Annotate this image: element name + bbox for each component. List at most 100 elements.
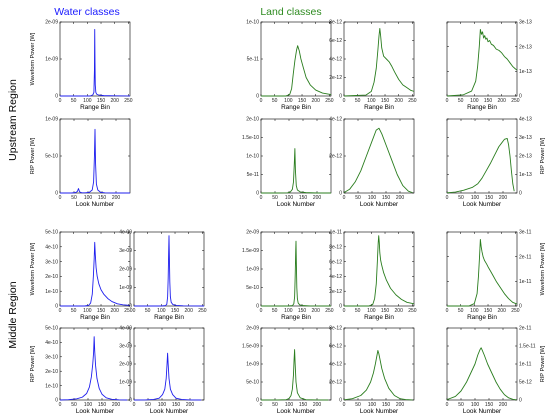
x-axis-label: Range Bin [364, 104, 394, 111]
plot-frame [446, 21, 518, 97]
y-tick-label: 5e-10 [246, 285, 259, 291]
x-tick-label: 150 [484, 98, 493, 104]
y-tick-label: 4e-09 [119, 326, 132, 332]
y-tick-label: 5e-11 [247, 57, 260, 63]
y-tick-label: 0 [519, 191, 522, 197]
series-line-0 [59, 336, 128, 401]
x-tick-label: 100 [471, 402, 480, 408]
x-tick-label: 0 [260, 308, 263, 314]
x-axis-label: Range Bin [154, 314, 184, 321]
x-tick-label: 50 [355, 308, 361, 314]
series-line-0 [261, 240, 332, 307]
y-axis-label: Waveform Power [W] [30, 242, 36, 295]
x-axis-label: Look Number [463, 201, 502, 208]
x-tick-label: 200 [313, 195, 322, 201]
x-axis-label: Look Number [360, 408, 399, 414]
x-tick-label: 150 [98, 195, 107, 201]
y-tick-label: 2e-12 [329, 75, 342, 81]
x-tick-label: 150 [97, 308, 106, 314]
plot-frame [133, 327, 205, 401]
x-tick-label: 100 [367, 98, 376, 104]
x-tick-label: 0 [343, 98, 346, 104]
series-line-0 [343, 28, 415, 97]
x-tick-label: 200 [499, 195, 508, 201]
x-tick-label: 150 [298, 308, 307, 314]
panel-middle-rip-land-4: 0 50 100 150 200 0 2e-12 4e-12 6e-12 8e-12 Look Nu… [329, 326, 415, 414]
y-tick-label: 2e-13 [519, 44, 532, 50]
x-tick-label: 200 [112, 195, 121, 201]
x-tick-label: 250 [408, 308, 417, 314]
y-tick-label: 3e-13 [519, 20, 532, 26]
x-tick-label: 50 [145, 402, 151, 408]
x-tick-label: 200 [111, 98, 120, 104]
plot-frame [446, 231, 518, 307]
x-tick-label: 0 [59, 308, 62, 314]
series-line-0 [60, 241, 131, 307]
panel-middle-rip-land-3: 0 50 100 150 200 0 5e-10 1e-09 1.5e-09 2e-09 Look … [242, 326, 332, 414]
x-tick-label: 0 [446, 308, 449, 314]
y-tick-label: 1e-09 [246, 362, 259, 368]
x-tick-label: 150 [381, 308, 390, 314]
panel-upstream-rip-water-1: 0 50 100 150 200 0 5e-10 1e-09 Look Number RIP Po… [30, 117, 131, 208]
y-tick-label: 0 [339, 398, 342, 404]
x-tick-label: 50 [272, 195, 278, 201]
y-tick-label: 1e-11 [519, 362, 532, 368]
x-tick-label: 250 [325, 308, 334, 314]
x-tick-label: 0 [446, 195, 449, 201]
middle-region-label: Middle Region [7, 281, 19, 348]
plot-frame [260, 21, 332, 97]
plot-frame [446, 118, 518, 194]
x-tick-label: 0 [446, 98, 449, 104]
y-tick-label: 3e-11 [519, 230, 532, 236]
y-tick-label: 1e-11 [330, 230, 343, 236]
panel-upstream-rip-land-5: 0 50 100 150 200 0 1e-13 2e-13 3e-13 4e-13 Look Nu… [446, 117, 546, 208]
x-tick-label: 150 [381, 98, 390, 104]
x-tick-label: 150 [299, 402, 308, 408]
y-tick-label: 1.5e-09 [242, 344, 259, 350]
y-tick-label: 0 [339, 94, 342, 100]
panel-upstream-rip-land-4: 0 50 100 150 200 0 2e-12 4e-12 Look Number [329, 117, 415, 208]
y-tick-label: 6e-12 [329, 344, 342, 350]
upstream-region-label: Upstream Region [7, 79, 19, 161]
y-tick-label: 2e-12 [329, 380, 342, 386]
x-tick-label: 100 [157, 308, 166, 314]
water-classes-title: Water classes [54, 6, 120, 18]
y-tick-label: 5e-11 [247, 172, 260, 178]
y-tick-label: 2e-09 [119, 267, 132, 273]
x-tick-label: 200 [395, 308, 404, 314]
x-tick-label: 150 [484, 308, 493, 314]
panel-middle-waveform-land-3: 0 50 100 150 200 250 0 5e-10 1e-09 1.5e-09 2e-09 Ra… [242, 230, 334, 321]
y-tick-label: 0 [256, 398, 259, 404]
series-line-0 [447, 238, 518, 307]
y-tick-label: 4e-10 [45, 245, 58, 251]
y-tick-label: 2e-09 [45, 20, 58, 26]
y-tick-label: 2e-10 [45, 274, 58, 280]
y-tick-label: 6e-12 [329, 38, 342, 44]
panel-upstream-waveform-land-4: 0 50 100 150 200 250 0 2e-12 4e-12 6e-12 8e-12 Rang… [329, 20, 417, 111]
series-line-0 [446, 137, 515, 194]
y-tick-label: 1e-13 [519, 172, 532, 178]
x-tick-label: 0 [260, 98, 263, 104]
x-tick-label: 200 [499, 402, 508, 408]
x-tick-label: 0 [260, 402, 263, 408]
x-tick-label: 250 [511, 98, 520, 104]
y-tick-label: 0 [256, 94, 259, 100]
y-tick-label: 1e-11 [519, 279, 532, 285]
y-tick-label: 5e-10 [45, 230, 58, 236]
x-tick-label: 100 [84, 402, 93, 408]
x-tick-label: 200 [498, 308, 507, 314]
x-tick-label: 100 [285, 195, 294, 201]
x-tick-label: 50 [71, 402, 77, 408]
y-tick-label: 3e-10 [45, 259, 58, 265]
plot-frame [260, 327, 332, 401]
plot-frame [343, 118, 415, 194]
x-axis-label: Look Number [360, 201, 399, 208]
x-tick-label: 50 [355, 195, 361, 201]
y-tick-label: 1e-09 [45, 57, 58, 63]
series-line-0 [134, 235, 205, 307]
x-axis-label: Range Bin [281, 314, 311, 321]
y-tick-label: 8e-12 [329, 326, 342, 332]
x-tick-label: 100 [84, 195, 93, 201]
